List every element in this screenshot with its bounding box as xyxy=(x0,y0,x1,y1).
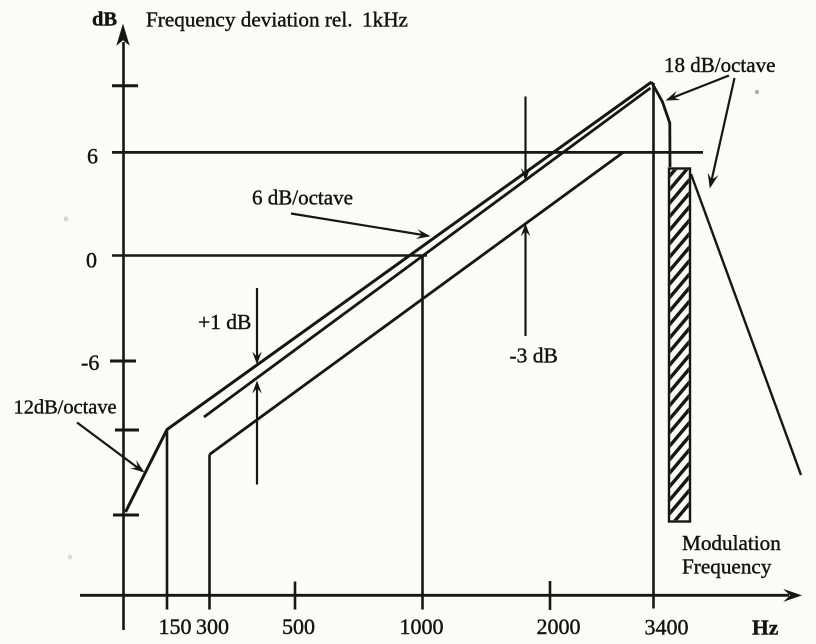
svg-text:Frequency deviation rel. 1kHz: Frequency deviation rel. 1kHz xyxy=(146,8,408,32)
svg-text:Hz: Hz xyxy=(752,616,779,640)
svg-text:dB: dB xyxy=(92,9,117,31)
svg-text:-6: -6 xyxy=(81,350,99,375)
svg-text:Frequency: Frequency xyxy=(682,555,772,579)
svg-text:6: 6 xyxy=(87,144,98,169)
svg-text:500: 500 xyxy=(282,614,315,639)
svg-text:12dB/octave: 12dB/octave xyxy=(14,397,117,419)
svg-text:300: 300 xyxy=(196,614,229,639)
svg-text:+1 dB: +1 dB xyxy=(198,310,251,334)
svg-text:150: 150 xyxy=(159,614,192,639)
svg-text:-3 dB: -3 dB xyxy=(510,344,558,368)
svg-text:6 dB/octave: 6 dB/octave xyxy=(252,186,353,210)
svg-text:Modulation: Modulation xyxy=(682,531,781,555)
svg-text:18 dB/octave: 18 dB/octave xyxy=(664,53,775,77)
svg-text:0: 0 xyxy=(86,248,97,273)
svg-text:1000: 1000 xyxy=(400,614,444,639)
svg-text:3400: 3400 xyxy=(645,615,689,640)
svg-text:2000: 2000 xyxy=(537,614,581,639)
